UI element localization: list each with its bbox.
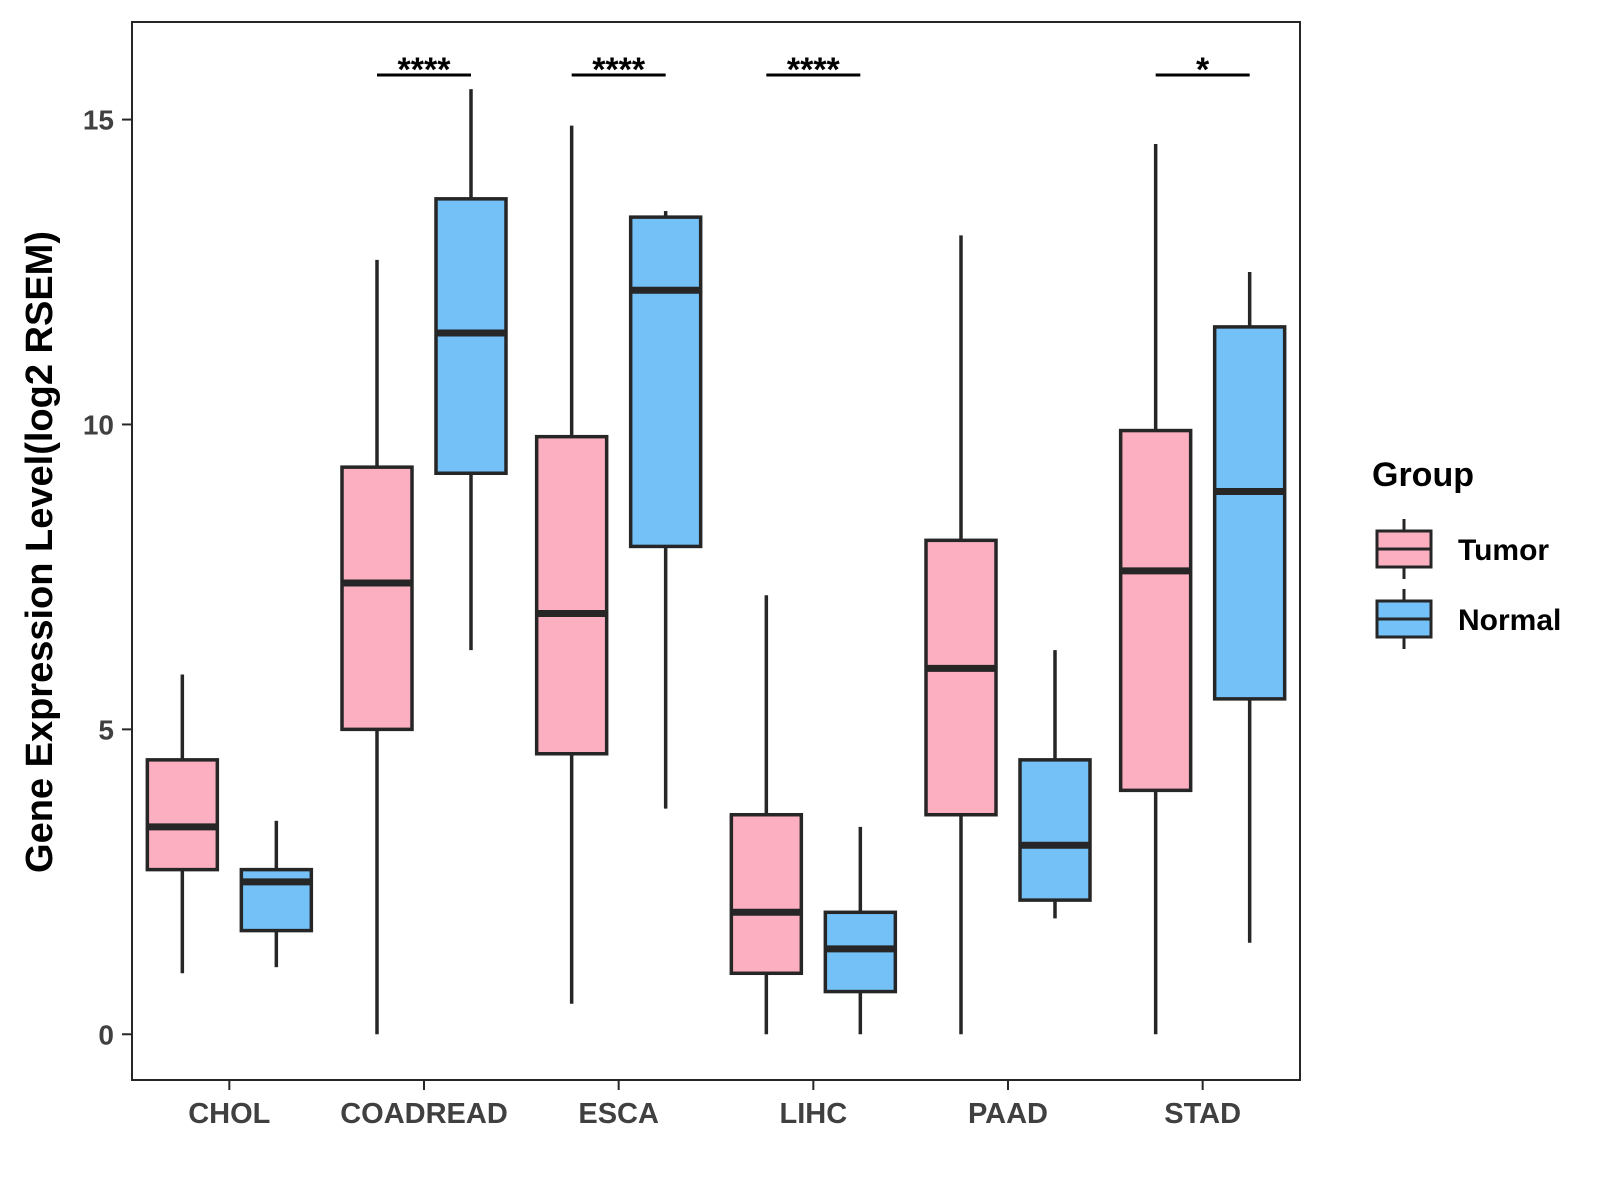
box-body — [924, 538, 998, 817]
box-body — [534, 434, 609, 756]
x-tick-label: STAD — [1164, 1098, 1241, 1130]
box-normal-coadread — [434, 89, 508, 651]
legend-title: Group — [1372, 456, 1474, 494]
x-tick-label: COADREAD — [340, 1098, 508, 1130]
box-body — [1118, 428, 1193, 793]
legend-item-tumor: Tumor — [1375, 519, 1549, 579]
significance-label: **** — [398, 51, 452, 89]
box-body — [628, 215, 703, 549]
box-body — [1018, 758, 1092, 902]
legend: Group Tumor Normal — [1372, 456, 1561, 649]
x-tick-label: ESCA — [578, 1098, 659, 1130]
x-tick-label: PAAD — [968, 1098, 1048, 1130]
significance-label: * — [1196, 51, 1210, 89]
box-normal-paad — [1018, 650, 1092, 919]
y-tick-label: 10 — [83, 409, 114, 440]
box-tumor-chol — [145, 674, 220, 974]
plot-area: **** **** **** * — [145, 51, 1287, 1035]
y-tick-label: 15 — [83, 105, 114, 136]
legend-item-normal: Normal — [1375, 589, 1561, 649]
plot-border — [131, 21, 1301, 1081]
box-body — [729, 812, 804, 976]
box-tumor-stad — [1118, 143, 1193, 1035]
legend-label: Tumor — [1458, 534, 1549, 567]
y-tick-label: 5 — [98, 714, 114, 745]
box-normal-esca — [628, 211, 703, 809]
y-axis-label: Gene Expression Level(log2 RSEM) — [19, 231, 61, 873]
box-body — [145, 758, 220, 872]
x-tick-label: CHOL — [188, 1098, 270, 1130]
significance-label: **** — [787, 51, 841, 89]
x-tick-label: LIHC — [779, 1098, 847, 1130]
box-tumor-coadread — [340, 259, 414, 1035]
box-body — [340, 465, 414, 732]
axes: 0 5 10 15 CHOL COADREAD ESCA LIHC PAAD STAD — [83, 21, 1301, 1130]
box-body — [1212, 325, 1287, 701]
significance-label: **** — [592, 51, 646, 89]
y-tick-label: 0 — [98, 1019, 114, 1050]
box-normal-lihc — [823, 826, 898, 1035]
box-tumor-paad — [924, 235, 998, 1035]
box-normal-stad — [1212, 272, 1287, 943]
box-normal-chol — [239, 820, 314, 968]
box-tumor-esca — [534, 125, 609, 1004]
box-tumor-lihc — [729, 595, 804, 1035]
legend-label: Normal — [1458, 604, 1561, 637]
